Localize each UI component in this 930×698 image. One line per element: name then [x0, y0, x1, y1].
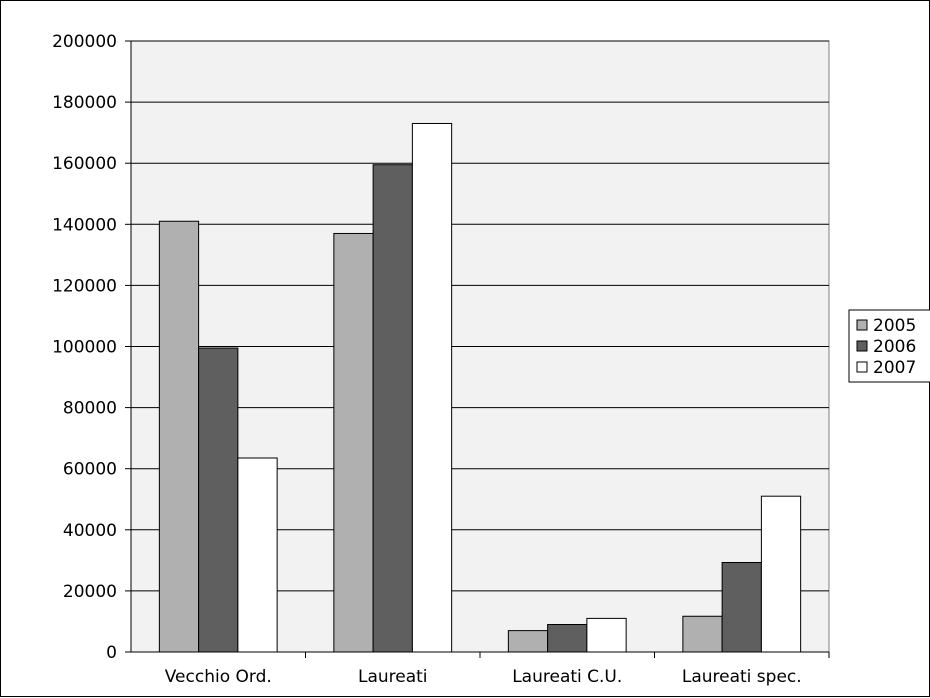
legend-label-2005: 2005	[873, 316, 916, 336]
y-axis-ticks: 0 20000 40000 60000 80000 100000 120000 140000 1…	[52, 32, 131, 663]
legend-label-2006: 2006	[873, 337, 916, 357]
bar-2005-1	[333, 232, 374, 653]
bar-2006-0	[198, 347, 239, 653]
bar-2006-1	[372, 164, 413, 653]
bar-2007-2	[586, 617, 627, 653]
y-tick-label: 140000	[52, 215, 117, 235]
y-tick-label: 60000	[63, 460, 117, 480]
bar-2007-3	[760, 495, 802, 653]
y-tick-label: 180000	[52, 93, 117, 113]
legend-label-2007: 2007	[873, 358, 916, 378]
y-tick-label: 100000	[52, 338, 117, 358]
x-tick-label: Vecchio Ord.	[165, 667, 272, 687]
y-tick-label: 0	[106, 643, 117, 663]
bar-2006-3	[721, 561, 762, 653]
legend-swatch-2007	[856, 361, 868, 373]
x-tick-label: Laureati	[358, 667, 428, 687]
y-tick-label: 200000	[52, 32, 117, 52]
bar-2005-3	[682, 615, 723, 653]
x-axis-ticks: Vecchio Ord. Laureati Laureati C.U. Laureat…	[165, 652, 830, 687]
bar-2007-1	[411, 122, 453, 653]
bar-2006-2	[547, 624, 588, 653]
y-tick-label: 120000	[52, 276, 117, 296]
y-tick-label: 40000	[63, 521, 117, 541]
bar-2007-0	[237, 457, 278, 653]
bar-2005-2	[507, 630, 549, 653]
bar-2005-0	[158, 220, 200, 653]
x-tick-label: Laureati spec.	[682, 667, 802, 687]
y-tick-label: 80000	[63, 399, 117, 419]
x-tick-label: Laureati C.U.	[512, 667, 622, 687]
legend-swatch-2005	[856, 319, 868, 331]
legend-swatch-2006	[856, 340, 868, 352]
y-tick-label: 20000	[63, 582, 117, 602]
y-tick-label: 160000	[52, 154, 117, 174]
